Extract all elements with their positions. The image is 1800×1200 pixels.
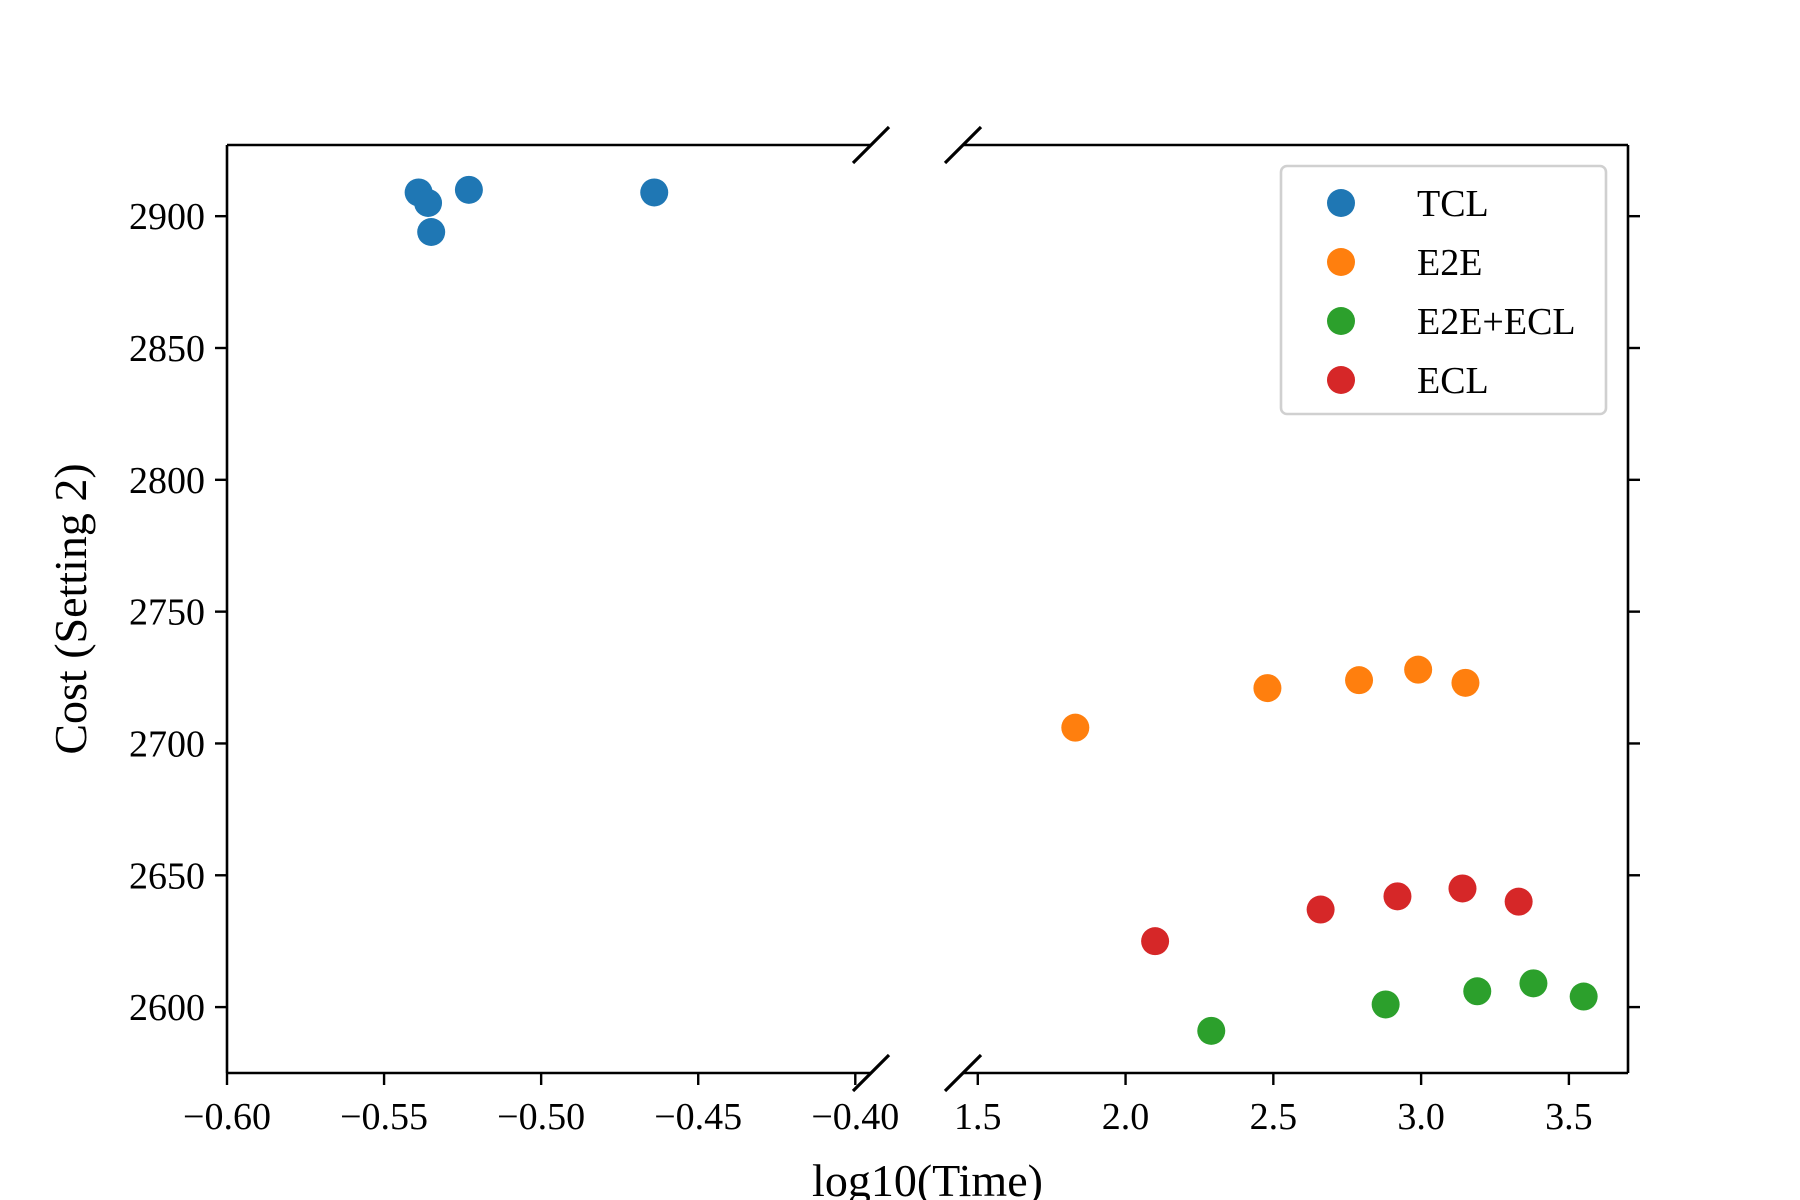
data-point-e2e (1061, 713, 1090, 742)
data-point-tcl (414, 189, 443, 217)
legend-label-ecl: ECL (1417, 360, 1489, 402)
legend-label-e2e: E2E (1417, 242, 1482, 284)
axis-break-mark (851, 125, 891, 165)
data-point-e2e (1253, 674, 1282, 703)
data-point-ecl (1141, 927, 1170, 956)
legend-marker-tcl (1327, 189, 1355, 217)
data-points (404, 175, 1598, 1045)
data-point-e2e-ecl (1463, 977, 1492, 1006)
data-point-e2e-ecl (1519, 969, 1548, 998)
data-point-ecl (1504, 887, 1533, 916)
y-axis-label: Cost (Setting 2) (45, 463, 96, 754)
data-point-e2e (1345, 666, 1374, 695)
x-tick-label: 3.0 (1397, 1096, 1445, 1138)
legend-marker-e2e-ecl (1327, 307, 1355, 335)
x-tick-label: 2.0 (1102, 1096, 1150, 1138)
x-tick-label: 1.5 (954, 1096, 1002, 1138)
data-point-e2e-ecl (1197, 1016, 1226, 1045)
x-tick-label: −0.60 (183, 1096, 271, 1138)
legend-frame (1279, 164, 1608, 416)
axis-break-mark (851, 1053, 891, 1093)
data-point-ecl (1306, 895, 1335, 924)
legend-marker-e2e (1327, 248, 1355, 276)
x-tick-label: −0.50 (497, 1096, 585, 1138)
data-point-ecl (1448, 874, 1477, 903)
left-axes-panel: 2600 2650 2700 2750 2800 2850 2900 −0.60 −0.55 −0… (129, 125, 983, 1138)
y-tick-label: 2650 (129, 855, 205, 897)
legend-marker-ecl (1327, 366, 1355, 394)
legend-label-e2e-ecl: E2E+ECL (1417, 301, 1576, 343)
y-tick-label: 2700 (129, 723, 205, 765)
x-tick-label: −0.45 (654, 1096, 742, 1138)
data-point-e2e-ecl (1569, 982, 1598, 1011)
y-tick-label: 2750 (129, 592, 205, 634)
data-point-e2e (1451, 668, 1480, 697)
data-point-ecl (1383, 882, 1412, 911)
data-point-tcl (640, 178, 669, 207)
data-point-e2e (1404, 655, 1433, 684)
x-axis-label: log10(Time) (812, 1155, 1043, 1200)
y-tick-label: 2600 (129, 987, 205, 1029)
x-tick-label: 3.5 (1545, 1096, 1593, 1138)
legend-label-tcl: TCL (1417, 183, 1489, 225)
data-point-e2e-ecl (1371, 990, 1400, 1019)
y-tick-label: 2900 (129, 196, 205, 238)
data-point-tcl (417, 218, 446, 246)
y-tick-label: 2850 (129, 328, 205, 370)
y-tick-label: 2800 (129, 460, 205, 502)
x-tick-label: −0.40 (811, 1096, 899, 1138)
data-point-tcl (454, 175, 483, 204)
right-axes-panel: 1.5 2.0 2.5 3.0 3.5 (954, 143, 1640, 1138)
x-tick-label: −0.55 (340, 1096, 428, 1138)
x-tick-label: 2.5 (1250, 1096, 1298, 1138)
legend: TCL E2E E2E+ECL ECL (1279, 164, 1608, 416)
